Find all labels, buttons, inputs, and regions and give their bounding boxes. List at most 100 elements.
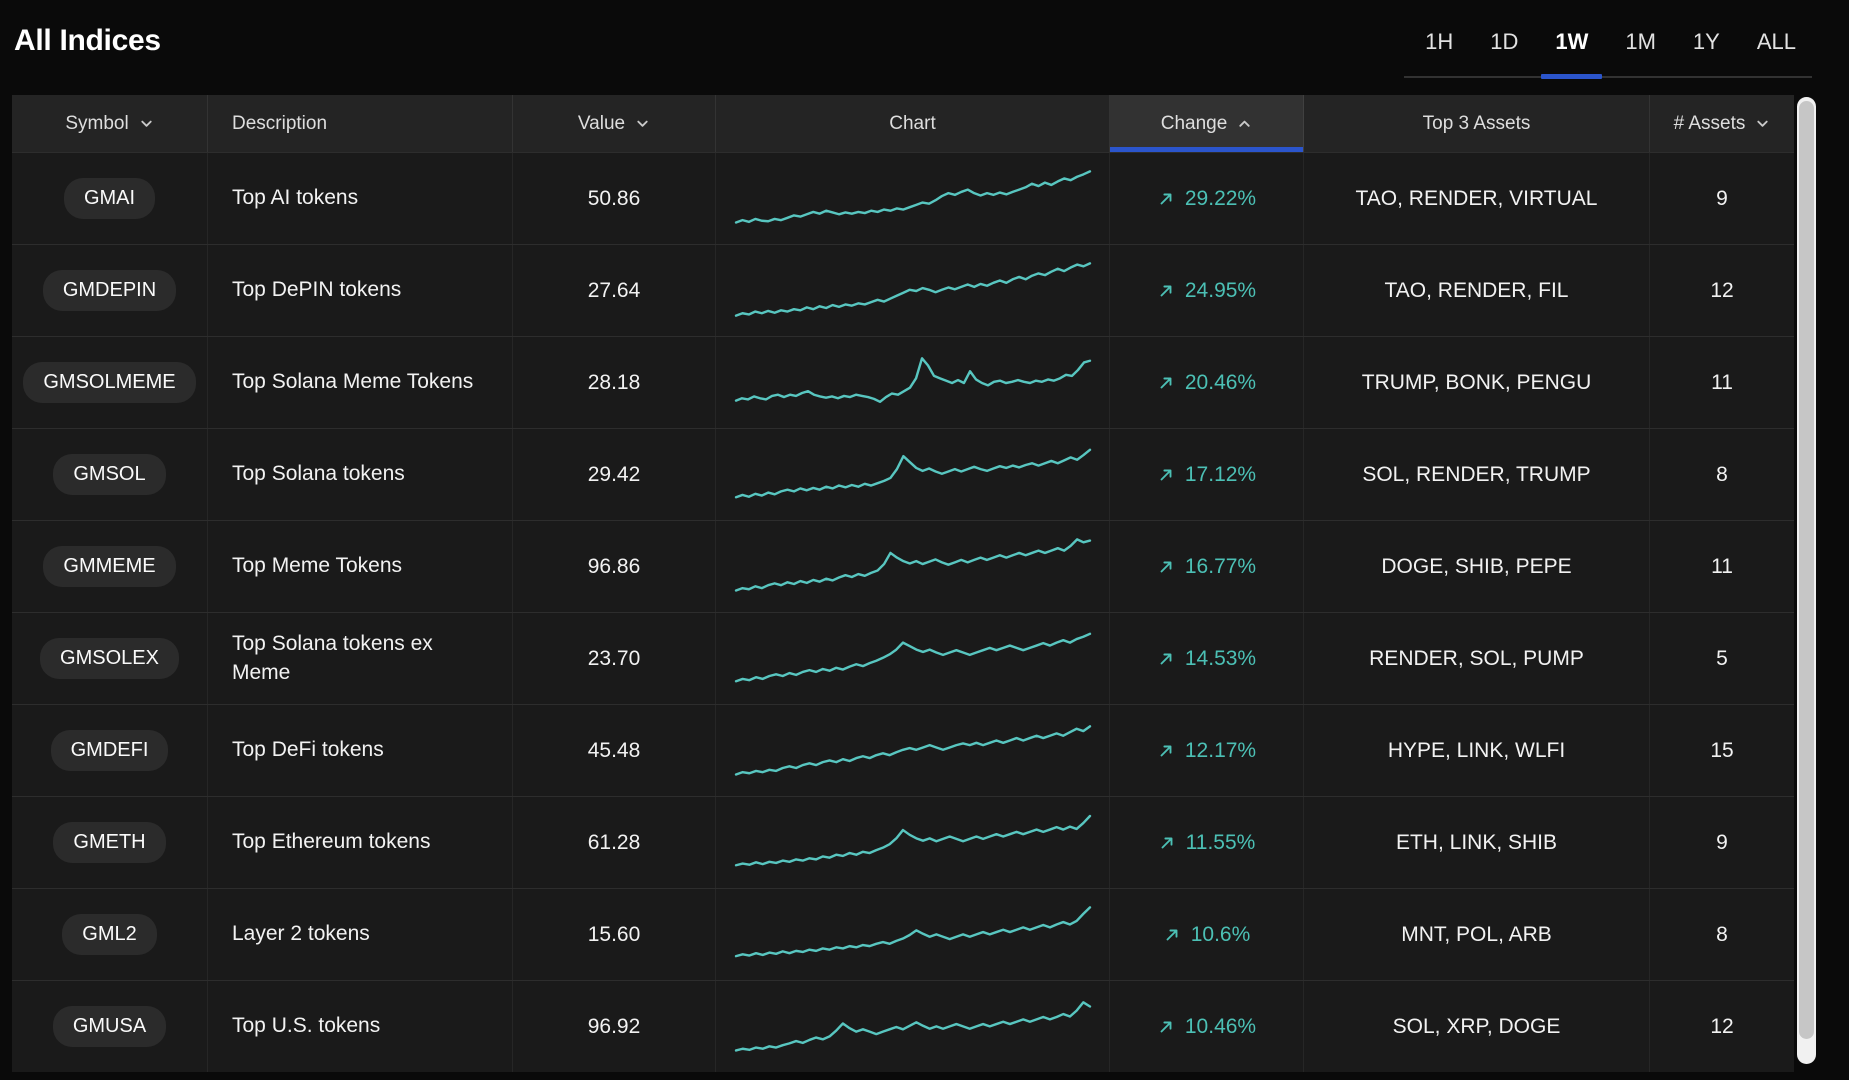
up-right-arrow-icon (1161, 837, 1173, 848)
tab-all[interactable]: ALL (1756, 29, 1796, 54)
symbol-pill: GMSOLMEME (23, 362, 196, 403)
page-title: All Indices (14, 24, 161, 57)
header-description: Description (208, 95, 513, 152)
description-cell: Top Solana tokens ex Meme (208, 613, 513, 704)
change-value: 17.12% (1184, 462, 1257, 486)
top-assets-cell: SOL, XRP, DOGE (1304, 981, 1650, 1072)
header-label: Symbol (65, 112, 129, 134)
sparkline-cell (716, 153, 1110, 244)
value-cell: 50.86 (513, 153, 716, 244)
tab-1m[interactable]: 1M (1625, 29, 1656, 54)
indices-table: Symbol Description Value Chart Change To… (12, 95, 1794, 1072)
change-cell: 11.55% (1110, 797, 1304, 888)
tab-1w[interactable]: 1W (1539, 8, 1604, 79)
sparkline-cell (716, 705, 1110, 796)
up-right-arrow-icon (1160, 285, 1172, 296)
top-assets-cell: HYPE, LINK, WLFI (1304, 705, 1650, 796)
table-row[interactable]: GMETH Top Ethereum tokens 61.28 11.55% E… (12, 796, 1794, 888)
header-label: Value (577, 112, 626, 134)
table-row[interactable]: GML2 Layer 2 tokens 15.60 10.6% MNT, POL… (12, 888, 1794, 980)
chevron-down-icon (141, 120, 152, 127)
symbol-pill: GMETH (53, 822, 166, 863)
value-cell: 45.48 (513, 705, 716, 796)
tab-1h[interactable]: 1H (1425, 29, 1454, 54)
scrollbar-thumb[interactable] (1799, 101, 1814, 1039)
change-cell: 24.95% (1110, 245, 1304, 336)
header-label: Description (232, 112, 328, 134)
symbol-cell: GMDEFI (12, 705, 208, 796)
value-cell: 15.60 (513, 889, 716, 980)
header-symbol[interactable]: Symbol (12, 95, 208, 152)
change-value: 16.77% (1184, 554, 1257, 578)
sparkline-chart (734, 724, 1091, 776)
change-value: 14.53% (1184, 646, 1257, 670)
chevron-up-icon (1239, 120, 1250, 127)
sparkline-chart (734, 632, 1091, 682)
symbol-cell: GMSOLMEME (12, 337, 208, 428)
chevron-down-icon (1757, 120, 1769, 127)
change-value: 11.55% (1185, 830, 1256, 854)
top-assets-cell: TAO, RENDER, VIRTUAL (1304, 153, 1650, 244)
table-row[interactable]: GMUSA Top U.S. tokens 96.92 10.46% SOL, … (12, 980, 1794, 1072)
table-row[interactable]: GMAI Top AI tokens 50.86 29.22% TAO, REN… (12, 152, 1794, 244)
header-label: Top 3 Assets (1422, 112, 1531, 134)
sparkline-cell (716, 981, 1110, 1072)
table-row[interactable]: GMDEPIN Top DePIN tokens 27.64 24.95% TA… (12, 244, 1794, 336)
description-cell: Top Ethereum tokens (208, 797, 513, 888)
table-header: Symbol Description Value Chart Change To… (12, 95, 1794, 152)
symbol-pill: GML2 (62, 914, 157, 955)
top-assets-cell: MNT, POL, ARB (1304, 889, 1650, 980)
num-assets-cell: 11 (1711, 370, 1733, 394)
tab-1d[interactable]: 1D (1490, 29, 1519, 54)
up-right-arrow-icon (1166, 929, 1178, 940)
change-cell: 16.77% (1110, 521, 1304, 612)
up-right-arrow-icon (1160, 745, 1172, 756)
sparkline-chart (734, 356, 1091, 403)
value-cell: 23.70 (513, 613, 716, 704)
up-right-arrow-icon (1160, 653, 1172, 664)
num-assets-cell: 12 (1710, 1014, 1734, 1038)
header-label: Chart (889, 112, 936, 134)
change-value: 24.95% (1184, 278, 1257, 302)
header-top-assets: Top 3 Assets (1304, 95, 1650, 152)
sparkline-chart (734, 448, 1091, 498)
value-cell: 27.64 (513, 245, 716, 336)
up-right-arrow-icon (1160, 561, 1172, 572)
table-row[interactable]: GMSOLMEME Top Solana Meme Tokens 28.18 2… (12, 336, 1794, 428)
symbol-pill: GMUSA (52, 1006, 167, 1047)
change-cell: 20.46% (1110, 337, 1304, 428)
tab-1y[interactable]: 1Y (1692, 29, 1720, 54)
top-assets-cell: ETH, LINK, SHIB (1304, 797, 1650, 888)
symbol-pill: GMAI (63, 178, 156, 219)
change-cell: 17.12% (1110, 429, 1304, 520)
num-assets-cell: 15 (1710, 738, 1734, 762)
header-num-assets[interactable]: # Assets (1650, 95, 1794, 152)
symbol-cell: GMUSA (12, 981, 208, 1072)
change-cell: 29.22% (1110, 153, 1304, 244)
symbol-cell: GMAI (12, 153, 208, 244)
scrollbar[interactable] (1797, 97, 1816, 1064)
value-cell: 96.86 (513, 521, 716, 612)
description-cell: Top Meme Tokens (208, 521, 513, 612)
symbol-cell: GMSOL (12, 429, 208, 520)
symbol-cell: GMDEPIN (12, 245, 208, 336)
symbol-pill: GMMEME (43, 546, 176, 587)
change-cell: 12.17% (1110, 705, 1304, 796)
num-assets-cell: 11 (1711, 554, 1733, 578)
description-cell: Layer 2 tokens (208, 889, 513, 980)
symbol-cell: GML2 (12, 889, 208, 980)
change-cell: 10.46% (1110, 981, 1304, 1072)
top-assets-cell: TRUMP, BONK, PENGU (1304, 337, 1650, 428)
up-right-arrow-icon (1160, 193, 1172, 204)
table-row[interactable]: GMMEME Top Meme Tokens 96.86 16.77% DOGE… (12, 520, 1794, 612)
symbol-pill: GMSOLEX (40, 638, 179, 679)
table-row[interactable]: GMSOL Top Solana tokens 29.42 17.12% SOL… (12, 428, 1794, 520)
table-row[interactable]: GMSOLEX Top Solana tokens ex Meme 23.70 … (12, 612, 1794, 704)
header-value[interactable]: Value (513, 95, 716, 152)
symbol-cell: GMSOLEX (12, 613, 208, 704)
time-range-tabs: 1H 1D 1W 1M 1Y ALL (1404, 8, 1812, 79)
value-cell: 61.28 (513, 797, 716, 888)
header-change[interactable]: Change (1110, 95, 1304, 152)
table-row[interactable]: GMDEFI Top DeFi tokens 45.48 12.17% HYPE… (12, 704, 1794, 796)
